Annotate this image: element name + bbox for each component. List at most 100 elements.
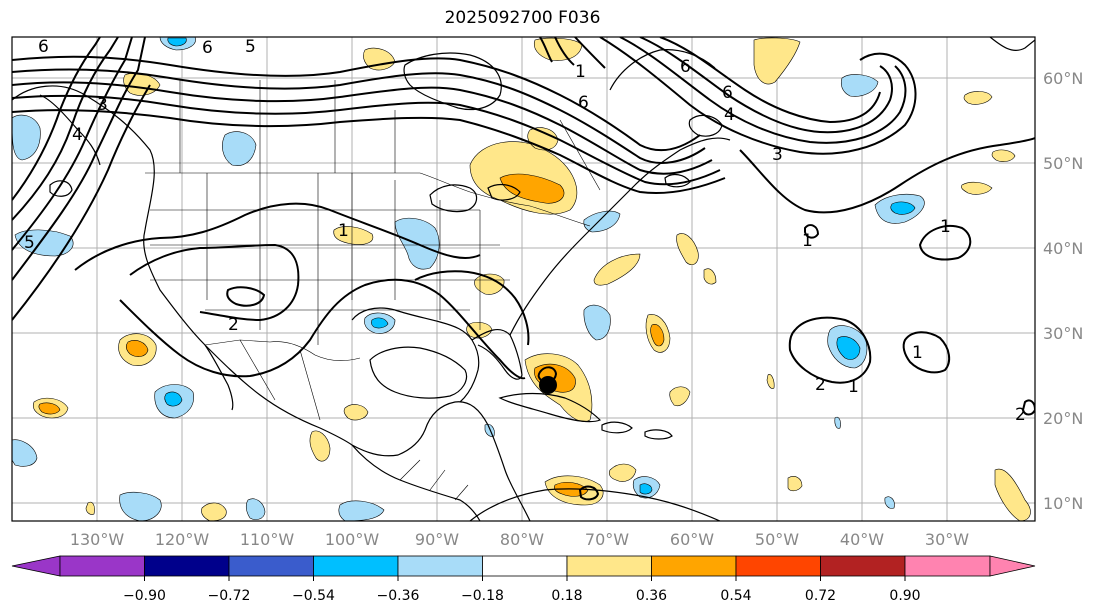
contour-line bbox=[12, 94, 721, 186]
anomaly-shading bbox=[12, 37, 1031, 521]
contour-line bbox=[414, 270, 530, 346]
anomaly-negative bbox=[834, 416, 841, 429]
contour-line bbox=[619, 37, 907, 144]
lon-label: 80°W bbox=[500, 530, 544, 549]
central-america bbox=[351, 444, 481, 521]
central-america-border bbox=[399, 459, 421, 481]
colorbar-bin bbox=[59, 555, 145, 577]
lon-label: 110°W bbox=[240, 530, 295, 549]
contour-line bbox=[574, 37, 606, 69]
contour-line bbox=[12, 37, 101, 201]
contour-line bbox=[12, 37, 133, 251]
anomaly-negative-core bbox=[890, 201, 916, 215]
canada-province-line bbox=[559, 119, 601, 191]
contour-line bbox=[918, 225, 972, 261]
anomaly-positive bbox=[961, 181, 993, 195]
lon-label: 60°W bbox=[670, 530, 714, 549]
anomaly-negative bbox=[338, 500, 385, 521]
colorbar-ticks bbox=[144, 576, 906, 581]
lon-label: 40°W bbox=[840, 530, 884, 549]
anomaly-negative bbox=[884, 496, 895, 509]
contour-lines bbox=[12, 37, 1035, 501]
lon-label: 100°W bbox=[325, 530, 380, 549]
anomaly-positive bbox=[787, 476, 803, 492]
anomaly-positive bbox=[991, 149, 1016, 162]
anomaly-negative bbox=[245, 498, 266, 520]
gulf-coast bbox=[351, 307, 480, 403]
contour-label: 6 bbox=[202, 38, 213, 58]
contour-label: 1 bbox=[575, 62, 586, 82]
contour-line bbox=[12, 84, 151, 321]
mexico-state-line bbox=[239, 339, 276, 401]
baja-california bbox=[204, 344, 234, 411]
colorbar-bin bbox=[651, 555, 737, 577]
lon-label: 90°W bbox=[415, 530, 459, 549]
colorbar-tick-labels: −0.90 −0.72 −0.54 −0.36 −0.18 0.18 0.36 … bbox=[123, 588, 921, 604]
anomaly-positive bbox=[703, 268, 717, 285]
florida-outline bbox=[471, 328, 523, 380]
contour-line bbox=[639, 37, 893, 134]
colorbar-bin bbox=[144, 555, 230, 577]
lat-label: 10°N bbox=[1043, 494, 1083, 513]
contour-line bbox=[739, 137, 1035, 214]
map-title: 2025092700 F036 bbox=[444, 8, 601, 28]
anomaly-positive bbox=[474, 273, 505, 295]
contour-line bbox=[12, 55, 701, 152]
anomaly-positive bbox=[85, 501, 95, 515]
colorbar-bin bbox=[904, 555, 991, 577]
north-america-coast bbox=[12, 85, 531, 521]
colorbar-extend-high bbox=[989, 555, 1036, 577]
anomaly-negative-core bbox=[164, 391, 183, 407]
contour-label: 2 bbox=[815, 375, 826, 395]
colorbar-tick-label: −0.36 bbox=[377, 588, 420, 604]
contour-line bbox=[578, 485, 600, 501]
contour-label: 1 bbox=[912, 343, 923, 363]
south-america-coast bbox=[469, 488, 721, 521]
lat-label: 40°N bbox=[1043, 239, 1083, 258]
contour-line bbox=[804, 224, 820, 239]
contour-line bbox=[659, 37, 881, 124]
contour-line bbox=[12, 68, 706, 164]
contour-label: 5 bbox=[245, 37, 256, 57]
colorbar-tick-label: 0.54 bbox=[720, 588, 751, 604]
lat-label: 20°N bbox=[1043, 409, 1083, 428]
latitude-labels: 60°N 50°N 40°N 30°N 20°N 10°N bbox=[1043, 69, 1083, 513]
us-canada-border bbox=[145, 172, 591, 227]
anomaly-negative bbox=[583, 304, 611, 341]
contour-label: 3 bbox=[97, 95, 108, 115]
anomaly-positive bbox=[201, 502, 227, 521]
colorbar-tick-label: −0.18 bbox=[461, 588, 504, 604]
atlantic-coast bbox=[509, 137, 731, 336]
anomaly-positive bbox=[593, 253, 641, 286]
contour-line bbox=[12, 81, 713, 175]
contour-line bbox=[226, 286, 266, 307]
anomaly-negative-core bbox=[371, 317, 389, 329]
longitude-labels: 130°W 120°W 110°W 100°W 90°W 80°W 70°W 6… bbox=[70, 530, 969, 549]
lat-label: 50°N bbox=[1043, 154, 1083, 173]
lon-label: 30°W bbox=[925, 530, 969, 549]
anomaly-negative bbox=[222, 131, 257, 166]
map-frame bbox=[11, 36, 1036, 522]
contour-label: 6 bbox=[722, 83, 733, 103]
colorbar bbox=[11, 555, 1036, 577]
us-mexico-border bbox=[204, 339, 361, 361]
anomaly-negative-core bbox=[836, 336, 861, 360]
colorbar-bin bbox=[482, 555, 568, 577]
anomaly-positive bbox=[363, 47, 396, 71]
hispaniola bbox=[601, 421, 633, 434]
colorbar-bin bbox=[735, 555, 821, 577]
anomaly-positive bbox=[669, 386, 691, 407]
colorbar-tick-label: 0.90 bbox=[889, 588, 920, 604]
contour-label: 5 bbox=[24, 233, 35, 253]
anomaly-positive-core bbox=[499, 173, 565, 204]
anomaly-positive bbox=[608, 463, 637, 482]
contour-line bbox=[554, 37, 575, 66]
contour-label: 2 bbox=[1015, 405, 1026, 425]
anomaly-negative bbox=[12, 439, 38, 467]
anomaly-positive bbox=[466, 321, 493, 339]
anomaly-positive bbox=[994, 468, 1031, 521]
contour-line bbox=[599, 37, 917, 155]
central-america-border bbox=[454, 484, 469, 501]
anomaly-positive-core bbox=[38, 402, 61, 415]
contour-line bbox=[788, 316, 872, 384]
